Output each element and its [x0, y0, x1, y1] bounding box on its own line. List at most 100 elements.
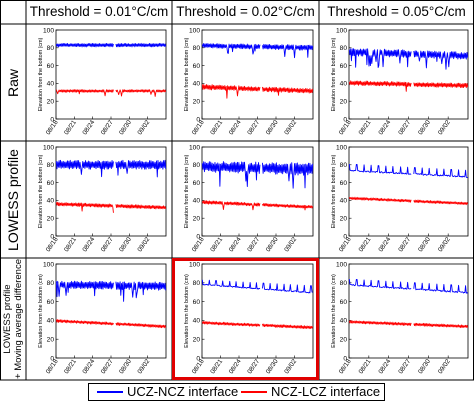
x-tick-label: 09/02: [136, 358, 151, 375]
plot-area: [201, 29, 314, 120]
x-tick-label: 08/24: [377, 236, 392, 253]
x-tick-label: 08/24: [81, 358, 96, 375]
x-tick-label: 08/24: [377, 119, 392, 136]
series-ncz-lcz-interface: [201, 321, 314, 330]
y-axis-label: Elevation from the bottom (cm): [38, 154, 44, 228]
legend-swatch-ncz-lcz: [241, 391, 267, 393]
y-axis-label: Elevation from the bottom (cm): [38, 37, 44, 111]
y-tick-label: 80: [47, 280, 55, 287]
y-tick-label: 80: [340, 162, 348, 169]
y-tick-label: 20: [47, 99, 55, 106]
y-tick-label: 60: [340, 299, 348, 306]
x-tick-label: 08/30: [417, 236, 432, 253]
x-tick-label: 08/27: [246, 236, 261, 253]
x-tick-label: 08/21: [63, 119, 78, 136]
x-tick-label: 08/24: [81, 236, 96, 253]
legend-label-ucz-ncz: UCZ-NCZ interface: [127, 384, 239, 399]
y-axis-label: Elevation from the bottom (cm): [331, 154, 337, 228]
panel-lowess-profile-0-02-c-cm: 0 20 40 60 80 100 Elevation from the bottom (c…: [184, 144, 314, 253]
highlight-box: [172, 258, 319, 380]
x-tick-label: 08/30: [118, 358, 133, 375]
panel-lowess-profile-0-01-c-cm: 0 20 40 60 80 100 Elevation from the bottom (c…: [38, 144, 167, 253]
y-tick-label: 80: [193, 280, 201, 287]
column-header-threshold-001: Threshold = 0.01°C/cm: [29, 4, 169, 19]
series-ucz-ncz-interface: [55, 159, 167, 178]
plot-area: [201, 146, 314, 237]
series-ncz-lcz-interface: [348, 320, 469, 329]
x-tick-label: 08/21: [358, 358, 373, 375]
y-axis-label: Elevation from the bottom (cm): [184, 154, 190, 228]
x-tick-label: 08/30: [417, 119, 432, 136]
series-ncz-lcz-interface: [348, 196, 469, 206]
y-tick-label: 20: [340, 99, 348, 106]
series-ncz-lcz-interface: [55, 89, 167, 97]
y-tick-label: 100: [189, 261, 200, 268]
series-ncz-lcz-interface: [348, 80, 469, 92]
y-tick-label: 60: [340, 180, 348, 187]
x-tick-label: 09/02: [136, 236, 151, 253]
x-tick-label: 08/18: [45, 119, 60, 136]
x-tick-label: 08/27: [246, 119, 261, 136]
x-tick-label: 08/21: [209, 236, 224, 253]
panel-lowess-profile-moving-average-difference-0-01-c-cm: 0 20 40 60 80 100 Elevation from the bottom (c…: [38, 261, 167, 375]
column-header-threshold-002: Threshold = 0.02°C/cm: [176, 4, 315, 19]
x-tick-label: 08/27: [100, 119, 115, 136]
y-tick-label: 0: [196, 116, 200, 123]
plot-area: [348, 29, 469, 120]
y-axis-label: Elevation from the bottom (cm): [38, 274, 44, 348]
plot-area: [348, 263, 469, 359]
y-tick-label: 80: [340, 280, 348, 287]
panel-lowess-profile-moving-average-difference-0-02-c-cm: 0 20 40 60 80 100 Elevation from the bottom (c…: [184, 261, 314, 375]
y-tick-label: 80: [193, 45, 201, 52]
x-tick-label: 09/02: [437, 358, 452, 375]
x-tick-label: 08/18: [191, 358, 206, 375]
legend-swatch-ucz-ncz: [97, 391, 123, 393]
x-tick-label: 08/18: [191, 236, 206, 253]
x-tick-label: 08/21: [209, 358, 224, 375]
x-tick-label: 08/30: [417, 358, 432, 375]
y-tick-label: 100: [43, 144, 54, 151]
series-ncz-lcz-interface: [55, 201, 167, 213]
y-tick-label: 40: [193, 318, 201, 325]
x-tick-label: 08/30: [265, 358, 280, 375]
y-axis-label: Elevation from the bottom (cm): [184, 274, 190, 348]
x-tick-label: 08/18: [338, 358, 353, 375]
y-axis-label: Elevation from the bottom (cm): [331, 274, 337, 348]
y-tick-label: 0: [50, 355, 54, 362]
y-tick-label: 100: [336, 261, 347, 268]
x-tick-label: 08/18: [191, 119, 206, 136]
plot-area: [201, 263, 314, 359]
x-tick-label: 08/24: [81, 119, 96, 136]
y-tick-label: 40: [340, 81, 348, 88]
y-tick-label: 100: [189, 27, 200, 34]
y-tick-label: 100: [336, 27, 347, 34]
series-ucz-ncz-interface: [348, 279, 469, 294]
legend-label-ncz-lcz: NCZ-LCZ interface: [271, 384, 381, 399]
x-tick-label: 08/27: [246, 358, 261, 375]
y-tick-label: 0: [196, 355, 200, 362]
y-tick-label: 80: [193, 162, 201, 169]
x-tick-label: 09/02: [283, 236, 298, 253]
series-ucz-ncz-interface: [348, 164, 468, 178]
series-ucz-ncz-interface: [201, 161, 314, 189]
x-tick-label: 08/21: [358, 119, 373, 136]
plot-area: [55, 263, 167, 359]
x-tick-label: 08/27: [397, 358, 412, 375]
y-tick-label: 40: [340, 198, 348, 205]
x-tick-label: 08/24: [228, 119, 243, 136]
x-tick-label: 08/21: [209, 119, 224, 136]
y-tick-label: 100: [43, 27, 54, 34]
y-tick-label: 60: [47, 299, 55, 306]
y-tick-label: 100: [43, 261, 54, 268]
x-tick-label: 08/24: [228, 236, 243, 253]
legend: UCZ-NCZ interface NCZ-LCZ interface: [88, 383, 385, 401]
y-tick-label: 40: [340, 318, 348, 325]
y-tick-label: 100: [189, 144, 200, 151]
y-tick-label: 80: [47, 45, 55, 52]
y-tick-label: 20: [193, 99, 201, 106]
x-tick-label: 08/30: [118, 236, 133, 253]
y-tick-label: 0: [196, 233, 200, 240]
plot-area: [348, 146, 469, 237]
x-tick-label: 09/02: [283, 358, 298, 375]
panel-lowess-profile-moving-average-difference-0-05-c-cm: 0 20 40 60 80 100 Elevation from the bottom (c…: [331, 261, 469, 375]
